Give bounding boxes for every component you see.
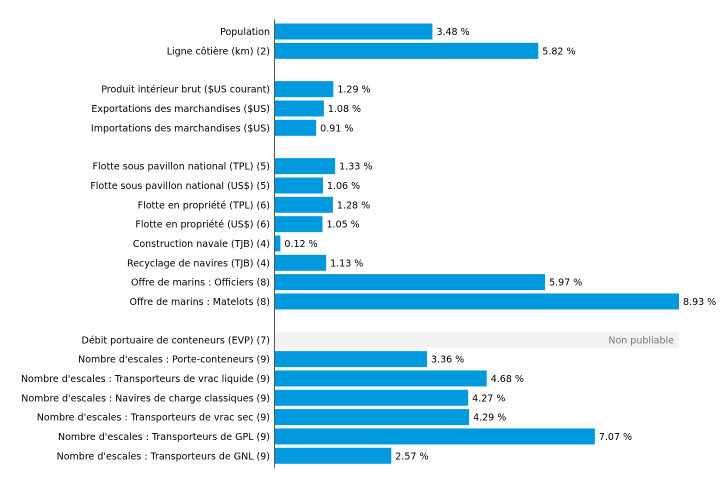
category-label: Flotte sous pavillon national (US$) (5) [90, 181, 270, 192]
category-label: Offre de marins : Officiers (8) [131, 278, 270, 289]
bar [275, 428, 595, 445]
chart-marks: Population 3.48 % Ligne côtière (km) (2) 5.… [21, 23, 716, 464]
category-label: Nombre d'escales : Transporteurs de GPL … [58, 432, 270, 443]
value-label: 4.29 % [473, 413, 506, 424]
bar [275, 23, 433, 40]
bar [275, 254, 327, 271]
category-label: Flotte sous pavillon national (TPL) (5) [93, 162, 270, 173]
category-label: Nombre d'escales : Navires de charge cla… [21, 393, 270, 404]
bar [275, 293, 679, 310]
value-label: 3.36 % [431, 355, 464, 366]
category-label: Exportations des marchandises ($US) [91, 104, 270, 115]
value-label: 1.29 % [337, 85, 370, 96]
bar [275, 119, 317, 136]
category-label: Nombre d'escales : Transporteurs de vrac… [21, 374, 270, 385]
bar [275, 177, 323, 194]
bar [275, 351, 428, 368]
category-label: Construction navale (TJB) (4) [133, 239, 270, 250]
value-label: Non publiable [608, 335, 674, 346]
category-label: Nombre d'escales : Transporteurs de GNL … [57, 451, 270, 462]
value-label: 7.07 % [599, 432, 632, 443]
category-label: Produit intérieur brut ($US courant) [101, 85, 270, 96]
value-label: 0.91 % [320, 123, 353, 134]
value-label: 4.27 % [472, 393, 505, 404]
value-label: 8.93 % [683, 297, 716, 308]
value-label: 1.28 % [337, 200, 370, 211]
value-label: 1.13 % [330, 258, 363, 269]
category-label: Offre de marins : Matelots (8) [129, 297, 270, 308]
category-label: Recyclage de navires (TJB) (4) [127, 258, 270, 269]
bar [275, 370, 487, 387]
category-label: Flotte en propriété (US$) (6) [135, 220, 270, 231]
bar [275, 274, 546, 291]
value-label: 1.05 % [327, 220, 360, 231]
bar [275, 235, 281, 252]
bar [275, 389, 469, 406]
category-label: Flotte en propriété (TPL) (6) [138, 200, 270, 211]
category-label: Ligne côtière (km) (2) [167, 46, 270, 57]
value-label: 3.48 % [436, 27, 469, 38]
bar [275, 42, 539, 59]
category-label: Importations des marchandises ($US) [91, 123, 270, 134]
bar [275, 409, 470, 426]
bar [275, 81, 334, 98]
category-label: Nombre d'escales : Porte-conteneurs (9) [78, 355, 270, 366]
bar [275, 447, 392, 464]
value-label: 0.12 % [284, 239, 317, 250]
bar [275, 100, 324, 117]
bar [275, 216, 323, 233]
value-label: 4.68 % [491, 374, 524, 385]
category-label: Débit portuaire de conteneurs (EVP) (7) [82, 335, 271, 346]
value-label: 2.57 % [395, 451, 428, 462]
category-label: Population [220, 27, 270, 38]
category-label: Nombre d'escales : Transporteurs de vrac… [37, 413, 270, 424]
value-label: 1.08 % [328, 104, 361, 115]
value-label: 5.97 % [549, 278, 582, 289]
bar [275, 158, 336, 175]
bar [275, 196, 333, 213]
value-label: 5.82 % [542, 46, 575, 57]
value-label: 1.06 % [327, 181, 360, 192]
bar-unpublished [275, 331, 679, 348]
value-label: 1.33 % [339, 162, 372, 173]
